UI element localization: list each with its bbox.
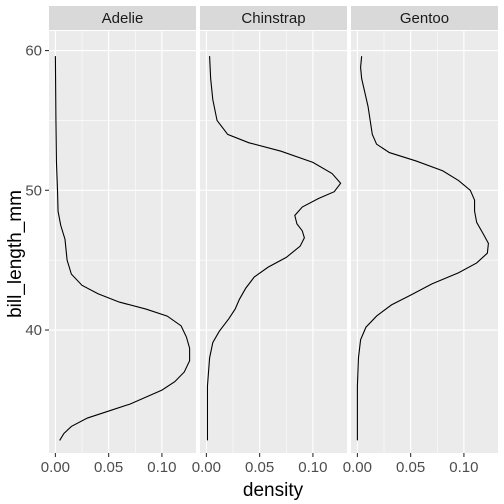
- x-tick-label: 0.05: [245, 459, 274, 476]
- density-line-adelie: [54, 56, 191, 441]
- density-line-chinstrap: [206, 56, 342, 441]
- plot-area-adelie: [49, 31, 196, 453]
- plot-area-gentoo: [351, 31, 498, 453]
- x-tick-label: 0.00: [41, 459, 70, 476]
- strip-label-adelie: Adelie: [102, 10, 144, 27]
- x-tick-label: 0.10: [147, 459, 176, 476]
- y-axis: 40 50 60: [25, 43, 49, 339]
- y-tick-label: 50: [25, 182, 42, 199]
- strip-adelie: [49, 6, 196, 30]
- panel-gentoo: Gentoo 0.00 0.05 0.10: [343, 6, 498, 476]
- density-line-gentoo: [356, 56, 489, 441]
- y-tick-label: 60: [25, 43, 42, 60]
- x-tick-label: 0.05: [94, 459, 123, 476]
- x-tick-label: 0.05: [396, 459, 425, 476]
- x-tick-label: 0.00: [343, 459, 372, 476]
- x-axis-title: density: [243, 480, 304, 501]
- strip-chinstrap: [200, 6, 347, 30]
- y-axis-title: bill_length_mm: [5, 190, 26, 318]
- strip-label-chinstrap: Chinstrap: [241, 10, 305, 27]
- strip-label-gentoo: Gentoo: [400, 10, 449, 27]
- strip-gentoo: [351, 6, 498, 30]
- x-tick-label: 0.10: [449, 459, 478, 476]
- panel-adelie: Adelie 0.00 0.05 0.10: [41, 6, 196, 476]
- x-tick-label: 0.00: [192, 459, 221, 476]
- plot-area-chinstrap: [200, 31, 347, 453]
- y-tick-label: 40: [25, 322, 42, 339]
- x-tick-label: 0.10: [298, 459, 327, 476]
- panel-chinstrap: Chinstrap 0.00 0.05 0.10: [192, 6, 347, 476]
